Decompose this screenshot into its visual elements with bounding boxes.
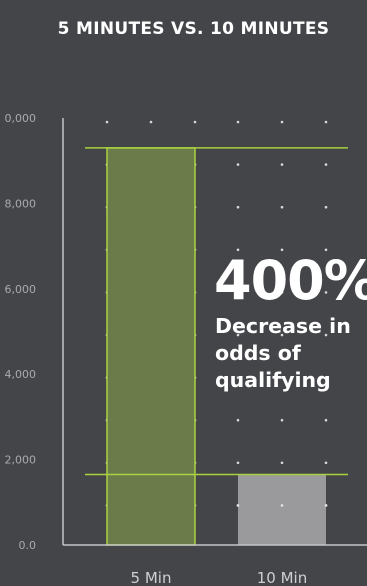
y-tick-label: 6,000 — [5, 283, 37, 296]
y-tick-label: 0.0 — [19, 539, 37, 552]
callout-percentage: 400% — [214, 249, 367, 312]
grid-dot — [324, 461, 328, 465]
grid-dot — [280, 205, 284, 209]
bar-10-min — [238, 474, 326, 545]
grid-dot — [236, 163, 240, 166]
grid-dot — [280, 418, 284, 422]
grid-dot — [280, 376, 284, 379]
grid-dot — [280, 163, 284, 166]
bar-5-min — [106, 147, 196, 546]
callout-line-3: qualifying — [215, 368, 331, 392]
grid-dot — [236, 418, 240, 422]
grid-dot — [324, 333, 328, 337]
axes — [62, 118, 367, 546]
grid-dot — [324, 291, 328, 294]
x-tick-label: 5 Min — [131, 569, 172, 586]
y-tick-label: 2,000 — [5, 454, 37, 467]
grid-dot — [236, 333, 240, 337]
y-tick-label: 8,000 — [5, 197, 37, 210]
grid-dot — [193, 120, 197, 124]
reference-lines — [85, 147, 348, 476]
y-tick-labels: 0.0 2,000 4,000 6,000 8,000 0,000 — [5, 112, 37, 552]
grid-dot — [105, 120, 109, 124]
grid-dot — [280, 461, 284, 465]
chart-title: 5 MINUTES VS. 10 MINUTES — [57, 19, 330, 39]
callout-line-2: odds of — [215, 341, 301, 365]
x-tick-label: 10 Min — [257, 569, 307, 586]
grid-dot — [324, 163, 328, 166]
grid-dot — [280, 291, 284, 294]
grid-dot — [280, 248, 284, 252]
y-tick-label: 0,000 — [5, 112, 37, 125]
grid-dot — [236, 205, 240, 209]
grid-dot — [324, 504, 328, 507]
callout-line-1: Decrease in — [215, 314, 351, 338]
grid-dot — [280, 120, 284, 124]
grid-dot — [324, 248, 328, 252]
grid-dot — [236, 461, 240, 465]
callout-description: Decrease in odds of qualifying — [215, 313, 365, 394]
grid-dot — [324, 376, 328, 379]
grid-dot — [324, 205, 328, 209]
grid-dot — [280, 333, 284, 337]
grid-dot — [280, 504, 284, 507]
grid-dot — [324, 120, 328, 124]
grid-dot — [149, 120, 153, 124]
grid-dot — [236, 291, 240, 294]
bars — [106, 147, 328, 546]
grid-dot — [236, 376, 240, 379]
x-tick-labels: 5 Min 10 Min — [131, 569, 308, 586]
grid-dot — [236, 248, 240, 252]
y-tick-label: 4,000 — [5, 368, 37, 381]
grid-dot — [236, 120, 240, 124]
grid-dot — [236, 504, 240, 507]
grid-dot — [324, 418, 328, 422]
